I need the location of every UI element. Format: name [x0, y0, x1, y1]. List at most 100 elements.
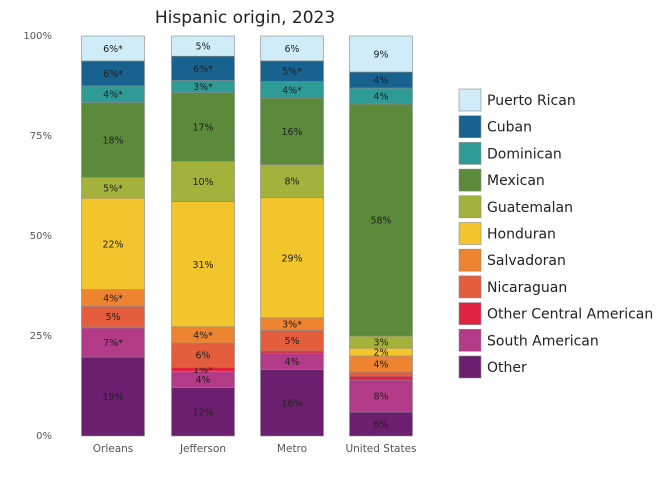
legend-swatch: [458, 355, 482, 379]
legend-label: Honduran: [487, 227, 556, 243]
data-label: 4%: [373, 92, 388, 103]
bar-segment: [260, 197, 324, 319]
bar-segment: [81, 327, 145, 358]
data-label: 4%*: [193, 330, 213, 341]
y-tick-label: 75%: [30, 131, 52, 142]
data-label: 16%: [281, 127, 302, 138]
data-label: 8%: [373, 392, 388, 403]
bar-segment: [260, 35, 324, 62]
bar-segment: [171, 92, 235, 162]
data-label: 4%*: [282, 85, 302, 96]
bar-segment: [171, 160, 235, 202]
legend-swatch: [458, 195, 482, 219]
bar-orleans: 19% 7%* 5% 4%* 22% 5%* 18% 4%* 6%* 6%*: [81, 35, 145, 437]
bar-segment: [81, 60, 145, 87]
legend-label: Puerto Rican: [487, 93, 576, 109]
bar-segment: [171, 342, 235, 368]
data-label: 6%*: [103, 44, 123, 55]
bar-segment: [260, 350, 324, 354]
y-tick-label: 25%: [30, 331, 52, 342]
chart-title: Hispanic origin, 2023: [155, 8, 335, 28]
legend-label: Other: [487, 360, 527, 376]
legend-label: Other Central American: [487, 307, 653, 323]
data-label: 4%: [195, 375, 210, 386]
data-label: 4%*: [103, 293, 123, 304]
y-axis: 0% 25% 50% 75% 100%: [23, 31, 52, 442]
bar-segment: [81, 356, 145, 437]
data-label: 12%: [192, 407, 213, 418]
legend-swatch: [458, 115, 482, 138]
legend-label: South American: [487, 333, 599, 349]
x-tick-label: United States: [345, 443, 416, 455]
bar-united-states: 6%8%4%2%3%58%4%4%9%: [349, 35, 413, 437]
data-label: 5%: [105, 312, 120, 323]
bar-segment: [81, 102, 145, 178]
bar-segment: [349, 35, 413, 73]
data-label: 58%: [370, 216, 391, 227]
x-tick-label: Jefferson: [179, 443, 226, 455]
data-label: 9%: [373, 50, 388, 61]
legend-label: Salvadoran: [487, 253, 566, 269]
bar-segment: [349, 411, 413, 437]
legend-label: Guatemalan: [487, 200, 573, 216]
bar-segment: [349, 379, 413, 413]
data-label: 6%: [284, 44, 299, 55]
data-label: 6%*: [103, 69, 123, 80]
data-label: 4%: [373, 76, 388, 87]
data-label: 8%: [284, 177, 299, 188]
bar-segment: [349, 103, 413, 337]
bar-segment: [349, 375, 413, 381]
legend-swatch: [458, 88, 482, 112]
legend-label: Mexican: [487, 173, 545, 189]
data-label: 19%: [102, 392, 123, 403]
data-label: 2%: [373, 348, 388, 359]
bar-segment: [349, 371, 413, 377]
bar-segment: [81, 197, 145, 290]
legend-label: Nicaraguan: [487, 280, 567, 296]
legend-swatch: [458, 302, 482, 325]
data-label: 16%: [281, 398, 302, 409]
x-tick-label: Metro: [277, 443, 307, 455]
bar-segment: [171, 55, 235, 81]
data-label: 5%: [284, 336, 299, 347]
bar-segment: [171, 387, 235, 437]
data-label: 10%: [192, 177, 213, 188]
x-axis: Orleans Jefferson Metro United States: [93, 443, 417, 455]
data-label: 5%*: [103, 183, 123, 194]
x-tick-label: Orleans: [93, 443, 134, 455]
data-label: 3%*: [193, 82, 213, 93]
data-label: 6%: [373, 420, 388, 431]
data-label: 22%: [102, 239, 123, 250]
data-label: 3%*: [282, 320, 302, 331]
y-tick-label: 50%: [30, 231, 52, 242]
bar-segment: [81, 35, 145, 62]
legend: Puerto Rican Cuban Dominican Mexican Guatema…: [458, 88, 653, 379]
data-label: 7%*: [103, 338, 123, 349]
bar-segment: [260, 97, 324, 165]
data-label: 17%: [192, 122, 213, 133]
legend-label: Cuban: [487, 120, 532, 136]
legend-swatch: [458, 142, 482, 165]
legend-swatch: [458, 248, 482, 272]
data-label: 4%: [373, 360, 388, 371]
legend-swatch: [458, 328, 482, 352]
bar-segment: [171, 35, 235, 57]
data-label: 6%*: [193, 64, 213, 75]
legend-label: Dominican: [487, 146, 562, 162]
bars: 19%7%*5%4%*22%5%*18%4%*6%*6%*12%4%1%*6%4…: [81, 35, 413, 437]
bar-jefferson: 12% 4%1%* 6% 4%* 31% 10% 17% 3%* 6%* 5%: [171, 35, 235, 437]
y-tick-label: 100%: [23, 31, 52, 42]
data-label: 4%: [284, 357, 299, 368]
data-label: 18%: [102, 135, 123, 146]
data-label: 5%: [195, 42, 210, 53]
data-label: 6%: [195, 351, 210, 362]
data-label: 4%*: [103, 90, 123, 101]
data-label: 29%: [281, 253, 302, 264]
data-label: 3%: [373, 338, 388, 349]
data-label: 31%: [192, 260, 213, 271]
legend-swatch: [458, 275, 482, 299]
data-label: 5%*: [282, 67, 302, 78]
bar-segment: [260, 164, 324, 198]
legend-swatch: [458, 222, 482, 245]
